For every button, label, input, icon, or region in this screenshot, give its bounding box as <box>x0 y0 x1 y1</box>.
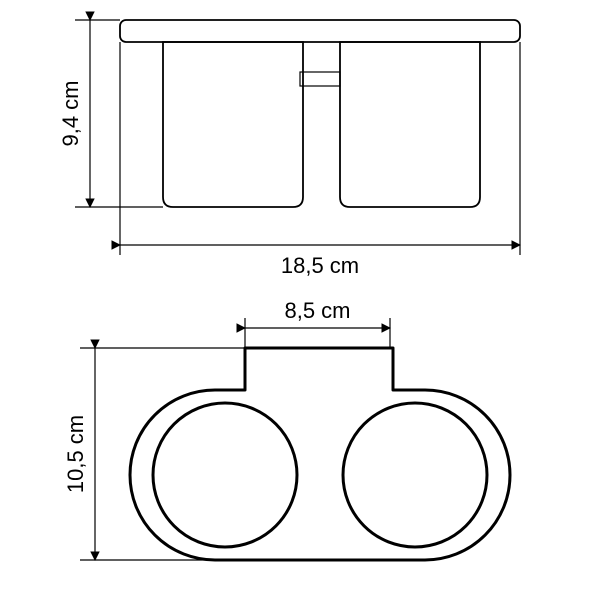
dim-label-width-front: 18,5 cm <box>281 253 359 278</box>
dim-label-tab-width: 8,5 cm <box>284 298 350 323</box>
dim-label-height-front: 9,4 cm <box>58 80 83 146</box>
dim-label-depth: 10,5 cm <box>63 415 88 493</box>
